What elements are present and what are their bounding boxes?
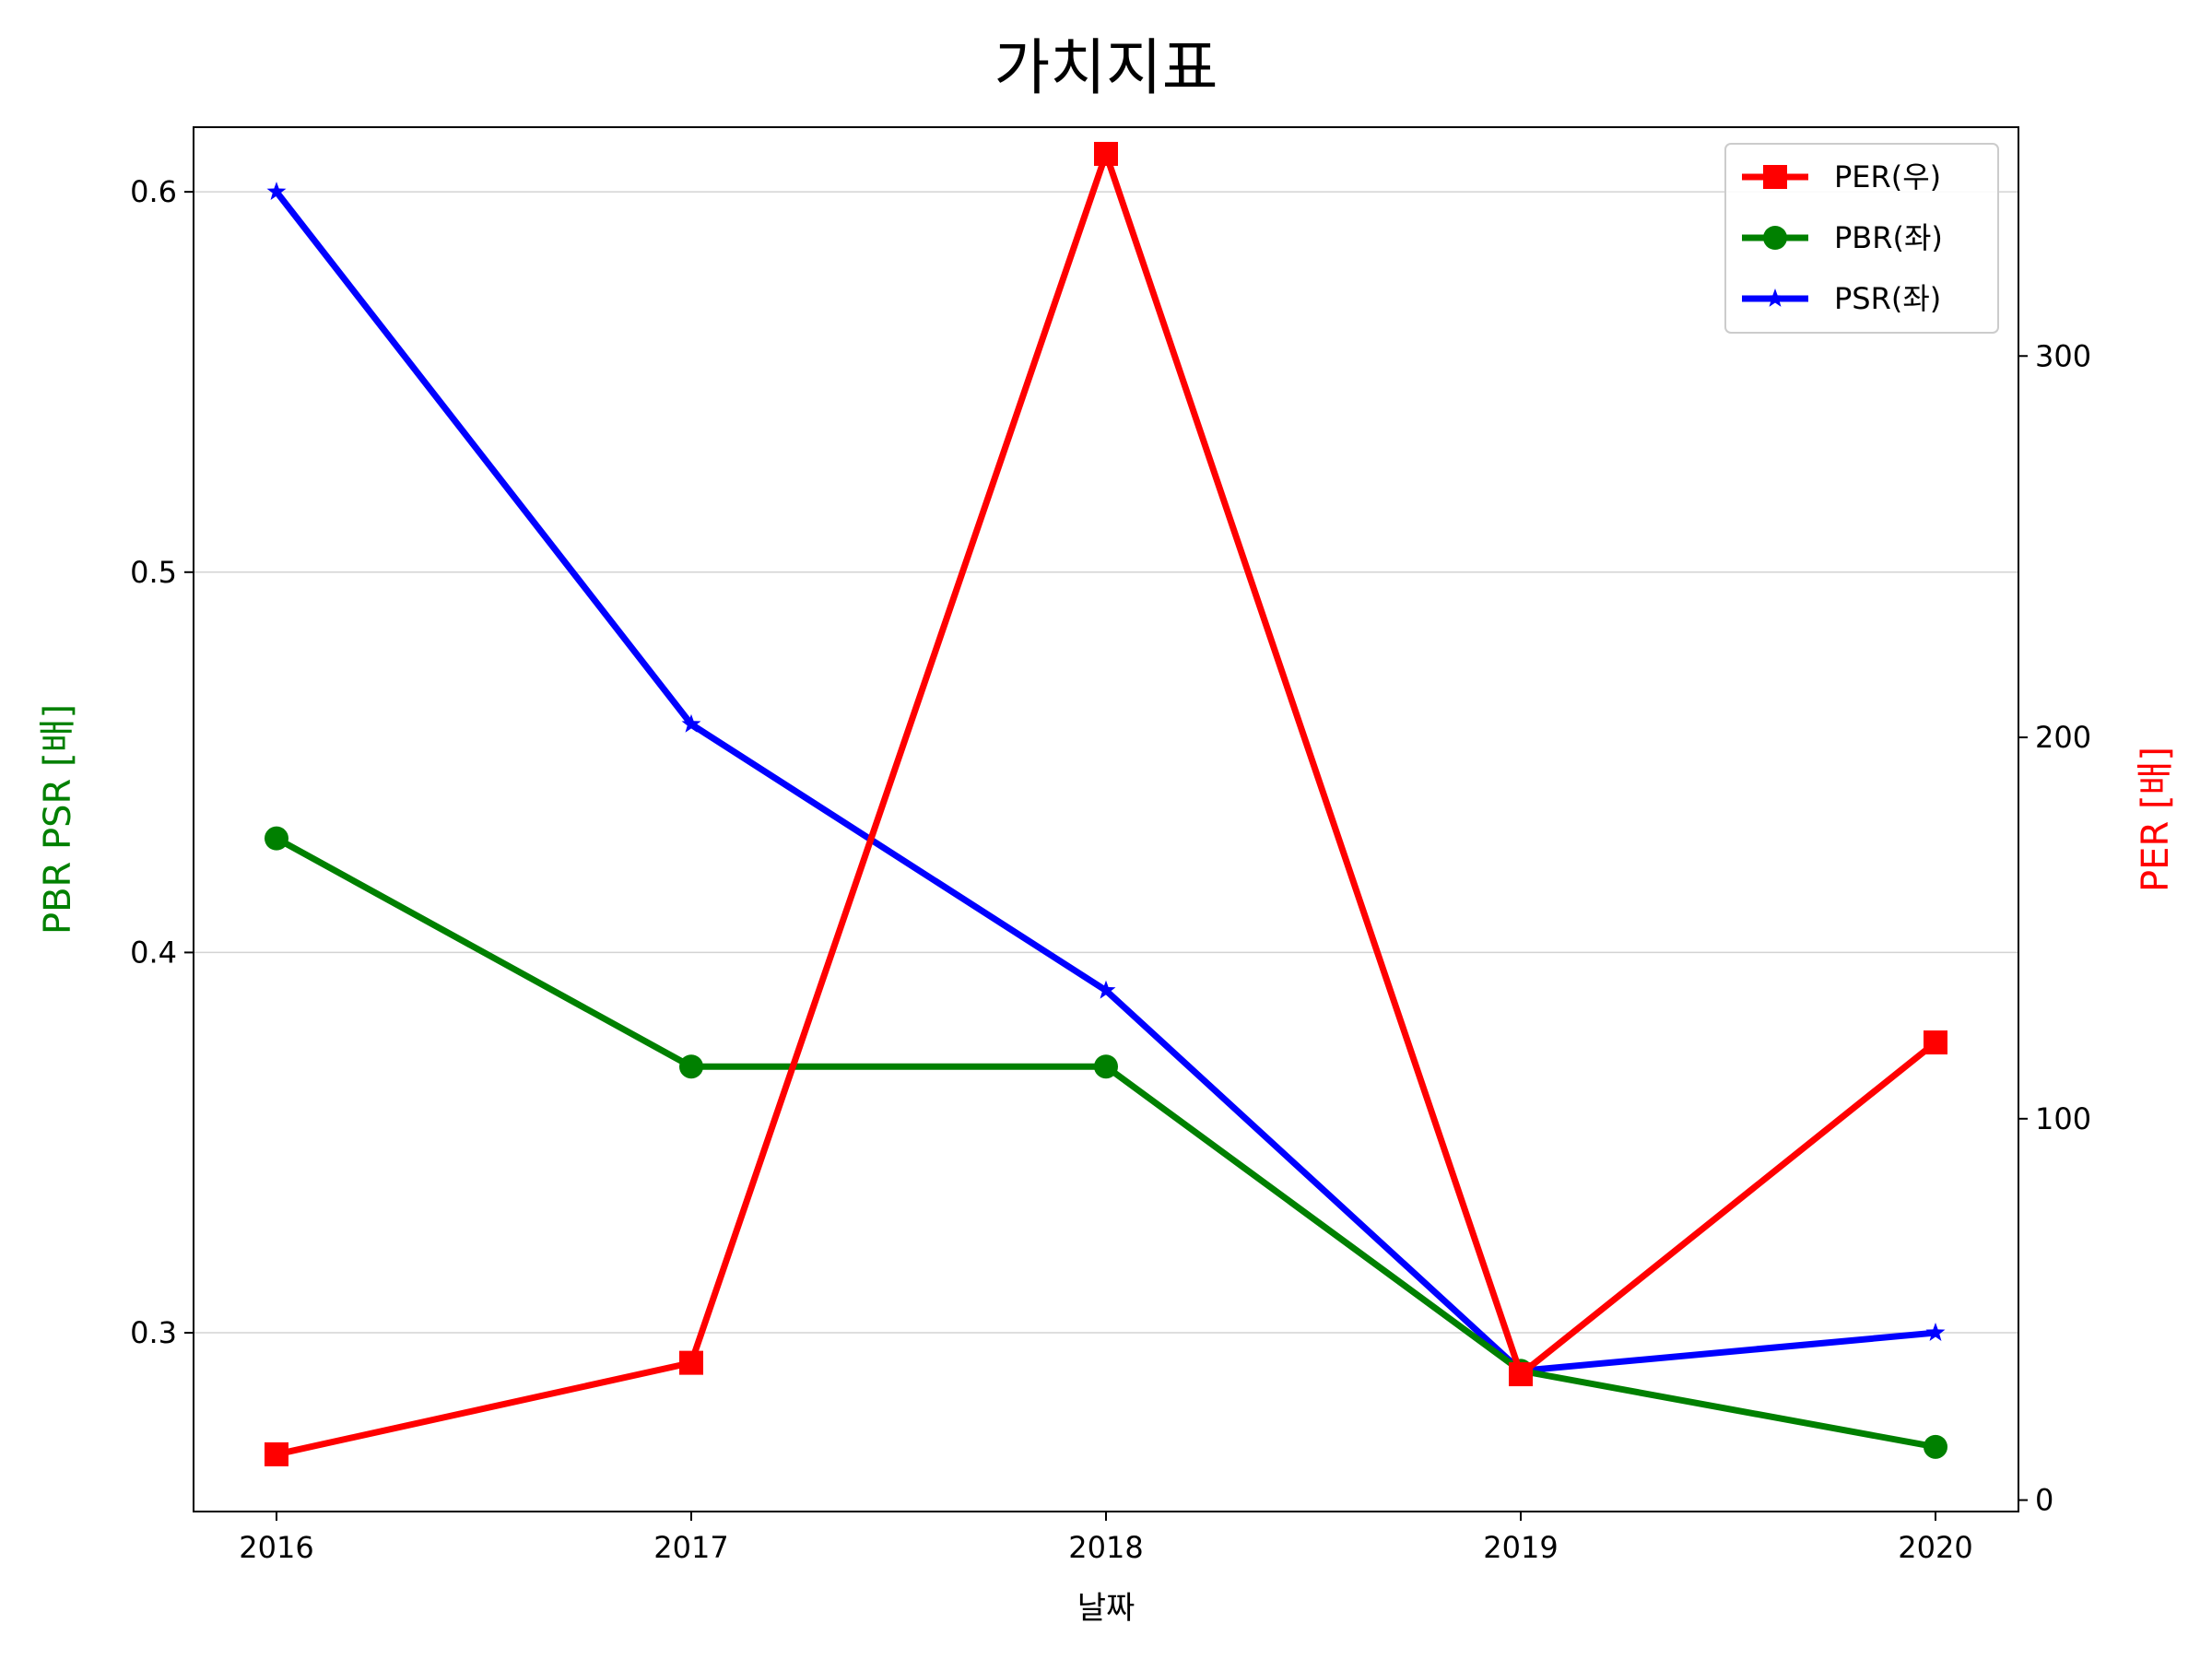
chart-title: 가치지표 — [994, 32, 1218, 103]
y-right-tick-label: 200 — [2035, 720, 2091, 755]
legend-swatch-marker — [1765, 288, 1785, 307]
legend-item: PER(우) — [1742, 159, 1941, 194]
y-axis-left-label: PBR PSR [배] — [37, 704, 79, 935]
y-right-tick-label: 100 — [2035, 1101, 2091, 1136]
series-layer — [265, 141, 1947, 1466]
grid-lines — [194, 191, 2018, 1334]
y-left-tick-label: 0.3 — [130, 1315, 177, 1350]
y-left-tick-label: 0.5 — [130, 555, 177, 590]
series-PER(우) — [265, 141, 1947, 1466]
legend-item: PBR(좌) — [1742, 220, 1943, 255]
y-right-tick-label: 300 — [2035, 338, 2091, 373]
legend-box — [1724, 143, 1999, 334]
data-point — [265, 826, 288, 851]
data-point — [1094, 1054, 1118, 1079]
data-point — [1094, 141, 1118, 166]
data-point — [265, 1441, 288, 1466]
x-tick-label: 2016 — [239, 1530, 313, 1565]
legend-label: PER(우) — [1834, 159, 1941, 194]
x-tick-label: 2020 — [1898, 1530, 1972, 1565]
data-point — [679, 1350, 703, 1375]
axes-layer: 0.3 0.4 0.5 0.6 0 100 200 300 2016 2017 2018 2019 20… — [130, 174, 2091, 1565]
series-PBR(좌) — [265, 826, 1947, 1459]
y-left-tick-label: 0.6 — [130, 174, 177, 209]
data-point — [1096, 980, 1116, 999]
x-tick-label: 2018 — [1068, 1530, 1143, 1565]
x-tick-label: 2019 — [1483, 1530, 1558, 1565]
data-point — [1925, 1323, 1946, 1341]
y-axis-right-label: PER [배] — [2135, 747, 2177, 892]
data-point — [1924, 1030, 1947, 1055]
legend-label: PBR(좌) — [1834, 220, 1943, 255]
y-right-tick-label: 0 — [2035, 1483, 2053, 1518]
x-tick-label: 2017 — [653, 1530, 728, 1565]
data-point — [1924, 1434, 1947, 1459]
x-axis-label: 날짜 — [1077, 1590, 1135, 1627]
data-point — [1509, 1362, 1533, 1387]
legend-swatch-marker — [1763, 226, 1787, 250]
legend-item: PSR(좌) — [1742, 281, 1941, 316]
data-point — [266, 182, 287, 201]
legend-swatch-marker — [1763, 165, 1787, 189]
data-point — [681, 713, 701, 733]
y-left-tick-label: 0.4 — [130, 935, 177, 970]
legend: PER(우) PBR(좌) PSR(좌) — [1724, 143, 1999, 334]
data-point — [679, 1054, 703, 1079]
legend-label: PSR(좌) — [1834, 281, 1941, 316]
